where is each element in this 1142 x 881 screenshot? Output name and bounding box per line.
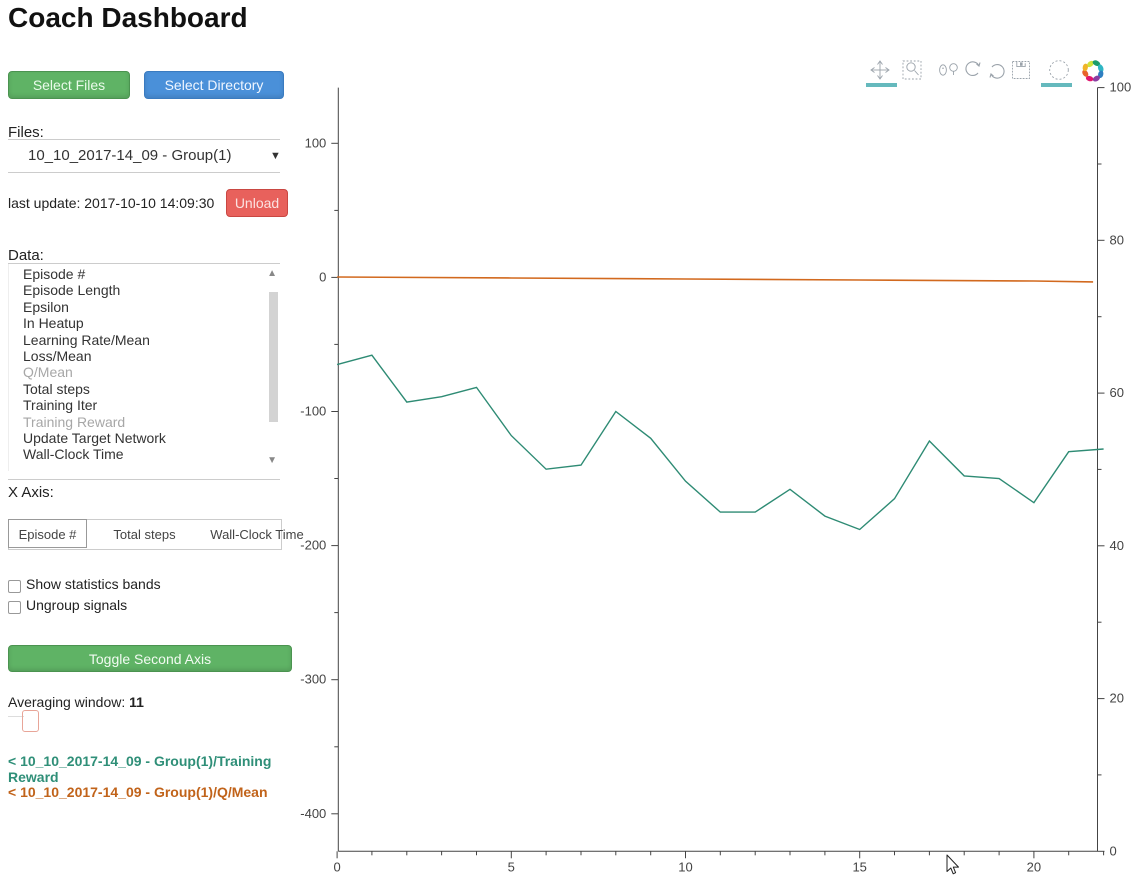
- svg-text:5: 5: [508, 859, 515, 874]
- svg-text:0: 0: [319, 269, 326, 284]
- svg-text:60: 60: [1110, 385, 1124, 400]
- svg-text:20: 20: [1027, 859, 1041, 874]
- svg-text:40: 40: [1110, 538, 1124, 553]
- svg-text:0: 0: [1110, 843, 1117, 858]
- svg-text:-100: -100: [300, 404, 326, 419]
- svg-text:100: 100: [305, 135, 327, 150]
- svg-text:100: 100: [1110, 80, 1132, 95]
- svg-text:20: 20: [1110, 691, 1124, 706]
- svg-text:10: 10: [678, 859, 692, 874]
- svg-text:-200: -200: [300, 538, 326, 553]
- svg-text:-400: -400: [300, 806, 326, 821]
- svg-text:15: 15: [852, 859, 866, 874]
- svg-text:0: 0: [333, 859, 340, 874]
- svg-text:-300: -300: [300, 672, 326, 687]
- svg-text:80: 80: [1110, 232, 1124, 247]
